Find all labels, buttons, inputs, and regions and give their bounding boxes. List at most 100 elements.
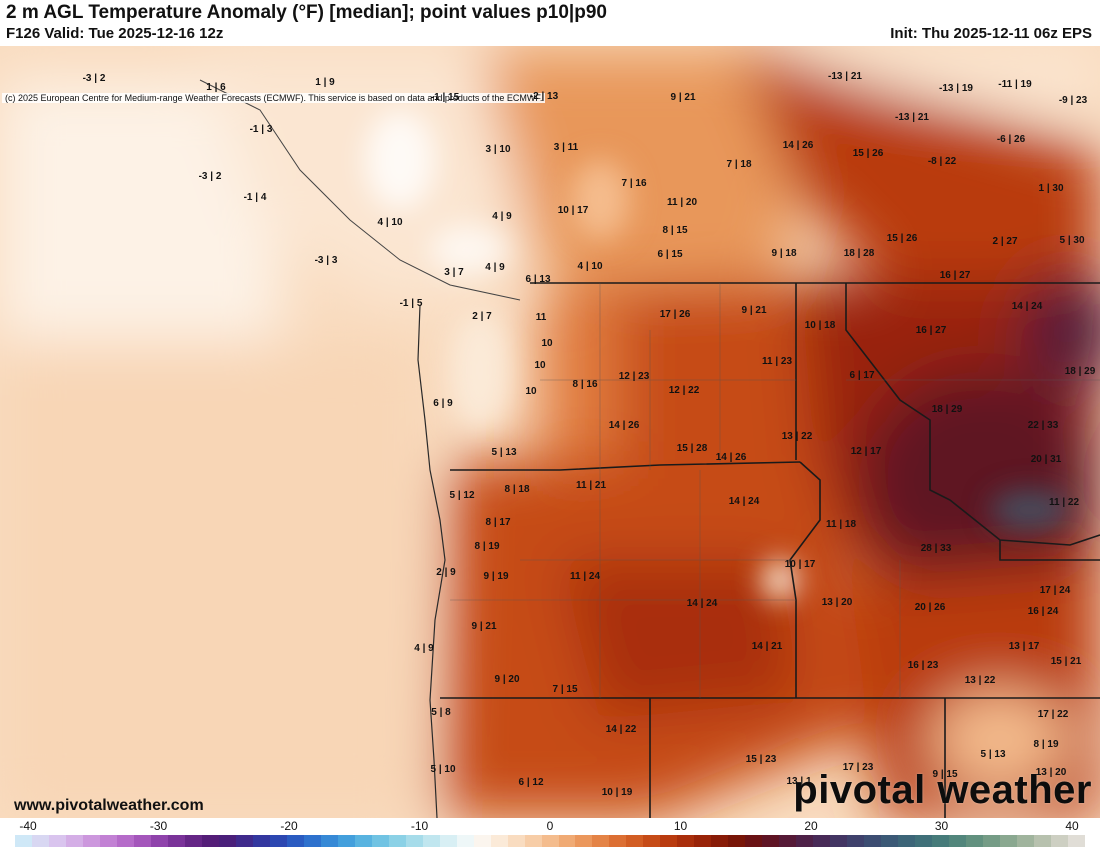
colorbar-swatch [31, 835, 49, 847]
copyright-notice: (c) 2025 European Centre for Medium-rang… [2, 93, 546, 103]
point-value-label: 9 | 21 [670, 92, 696, 103]
colorbar-swatch [796, 835, 814, 847]
colorbar-swatch [201, 835, 219, 847]
colorbar-swatch [82, 835, 100, 847]
point-value-label: 13 | 20 [1035, 767, 1067, 778]
point-value-label: -9 | 23 [1058, 95, 1088, 106]
colorbar-swatch [728, 835, 746, 847]
point-value-label: -3 | 2 [198, 171, 222, 182]
colorbar-swatch [779, 835, 797, 847]
colorbar-tick-label: 20 [804, 819, 818, 833]
colorbar-swatch [745, 835, 763, 847]
colorbar-swatch [388, 835, 406, 847]
website-label: www.pivotalweather.com [14, 797, 204, 814]
point-value-label: 13 | 1 [786, 776, 812, 787]
point-value-label: 15 | 26 [886, 233, 918, 244]
colorbar-swatch [983, 835, 1001, 847]
colorbar-swatch [422, 835, 440, 847]
colorbar-tick-label: -40 [19, 819, 37, 833]
point-value-label: -8 | 22 [927, 156, 957, 167]
point-value-label: 14 | 26 [608, 420, 640, 431]
point-value-label: 11 | 24 [569, 571, 601, 582]
colorbar [15, 835, 1086, 847]
point-value-label: 16 | 24 [1027, 606, 1059, 617]
point-value-label: 4 | 9 [485, 262, 505, 273]
point-value-label: 6 | 12 [518, 777, 544, 788]
point-value-label: 1 | 30 [1038, 183, 1064, 194]
colorbar-swatch [320, 835, 338, 847]
colorbar-swatch [218, 835, 236, 847]
colorbar-swatch [167, 835, 185, 847]
point-value-label: -13 | 19 [939, 83, 973, 94]
colorbar-swatch [439, 835, 457, 847]
point-value-label: 16 | 27 [939, 270, 971, 281]
colorbar-tick-label: 0 [546, 819, 554, 833]
colorbar-swatch [405, 835, 423, 847]
colorbar-tick-label: 30 [934, 819, 949, 833]
colorbar-swatch [524, 835, 542, 847]
point-value-label: -13 | 21 [828, 71, 862, 82]
point-value-label: 16 | 27 [915, 325, 947, 336]
colorbar-swatch [456, 835, 474, 847]
point-value-label: 7 | 16 [621, 178, 647, 189]
point-value-label: 17 | 24 [1039, 585, 1071, 596]
point-value-label: 17 | 23 [842, 762, 874, 773]
colorbar-swatch [1034, 835, 1052, 847]
point-value-label: 7 | 15 [552, 684, 578, 695]
point-value-label: 18 | 29 [931, 404, 963, 415]
point-value-label: 5 | 10 [430, 764, 456, 775]
colorbar-swatch [269, 835, 287, 847]
point-value-label: 8 | 17 [485, 517, 511, 528]
colorbar-swatch [337, 835, 355, 847]
point-value-label: 14 | 26 [715, 452, 747, 463]
colorbar-swatch [966, 835, 984, 847]
point-value-label: -1 | 15 [430, 92, 460, 103]
point-value-label: 3 | 10 [485, 144, 511, 155]
point-value-label: -3 | 2 [82, 73, 106, 84]
state-borders [440, 282, 1100, 818]
point-value-label: 5 | 30 [1059, 235, 1085, 246]
point-value-label: 9 | 20 [494, 674, 520, 685]
point-value-label: 11 [535, 312, 547, 323]
point-value-label: 14 | 21 [751, 641, 783, 652]
colorbar-swatch [150, 835, 168, 847]
point-value-label: 15 | 28 [676, 443, 708, 454]
valid-time: F126 Valid: Tue 2025-12-16 12z [6, 25, 224, 42]
anomaly-detail [365, 110, 1070, 600]
point-value-label: 9 | 15 [932, 769, 958, 780]
colorbar-swatch [592, 835, 610, 847]
colorbar-swatch [1051, 835, 1069, 847]
point-value-label: 11 | 20 [666, 197, 698, 208]
point-value-label: 5 | 13 [491, 447, 517, 458]
colorbar-swatch [558, 835, 576, 847]
colorbar-swatch [184, 835, 202, 847]
colorbar-swatch [252, 835, 270, 847]
point-value-label: 10 [534, 360, 546, 371]
colorbar-swatch [116, 835, 134, 847]
point-value-label: 2 | 7 [472, 311, 492, 322]
colorbar-swatch [133, 835, 151, 847]
point-value-label: 14 | 24 [728, 496, 760, 507]
colorbar-swatch [15, 835, 32, 847]
point-value-label: 16 | 23 [907, 660, 939, 671]
colorbar-swatch [354, 835, 372, 847]
point-value-label: 3 | 11 [553, 142, 579, 153]
colorbar-tick-label: -10 [410, 819, 429, 833]
colorbar-swatch [881, 835, 899, 847]
colorbar-swatch [303, 835, 321, 847]
pacific-coastline [417, 304, 446, 818]
colorbar-swatch [864, 835, 882, 847]
colorbar-swatch [575, 835, 593, 847]
point-value-label: 2 | 27 [992, 236, 1018, 247]
point-value-label: 2 | 9 [436, 567, 456, 578]
point-value-label: 5 | 13 [980, 749, 1006, 760]
point-value-label: 10 [541, 338, 553, 349]
point-value-label: 15 | 26 [852, 148, 884, 159]
point-value-label: 20 | 26 [914, 602, 946, 613]
point-value-label: 7 | 18 [726, 159, 752, 170]
county-borders [450, 283, 1100, 698]
point-value-label: 28 | 33 [920, 543, 952, 554]
point-value-label: 9 | 21 [471, 621, 497, 632]
colorbar-tick-label: 10 [673, 819, 688, 833]
point-value-label: 8 | 18 [504, 484, 530, 495]
